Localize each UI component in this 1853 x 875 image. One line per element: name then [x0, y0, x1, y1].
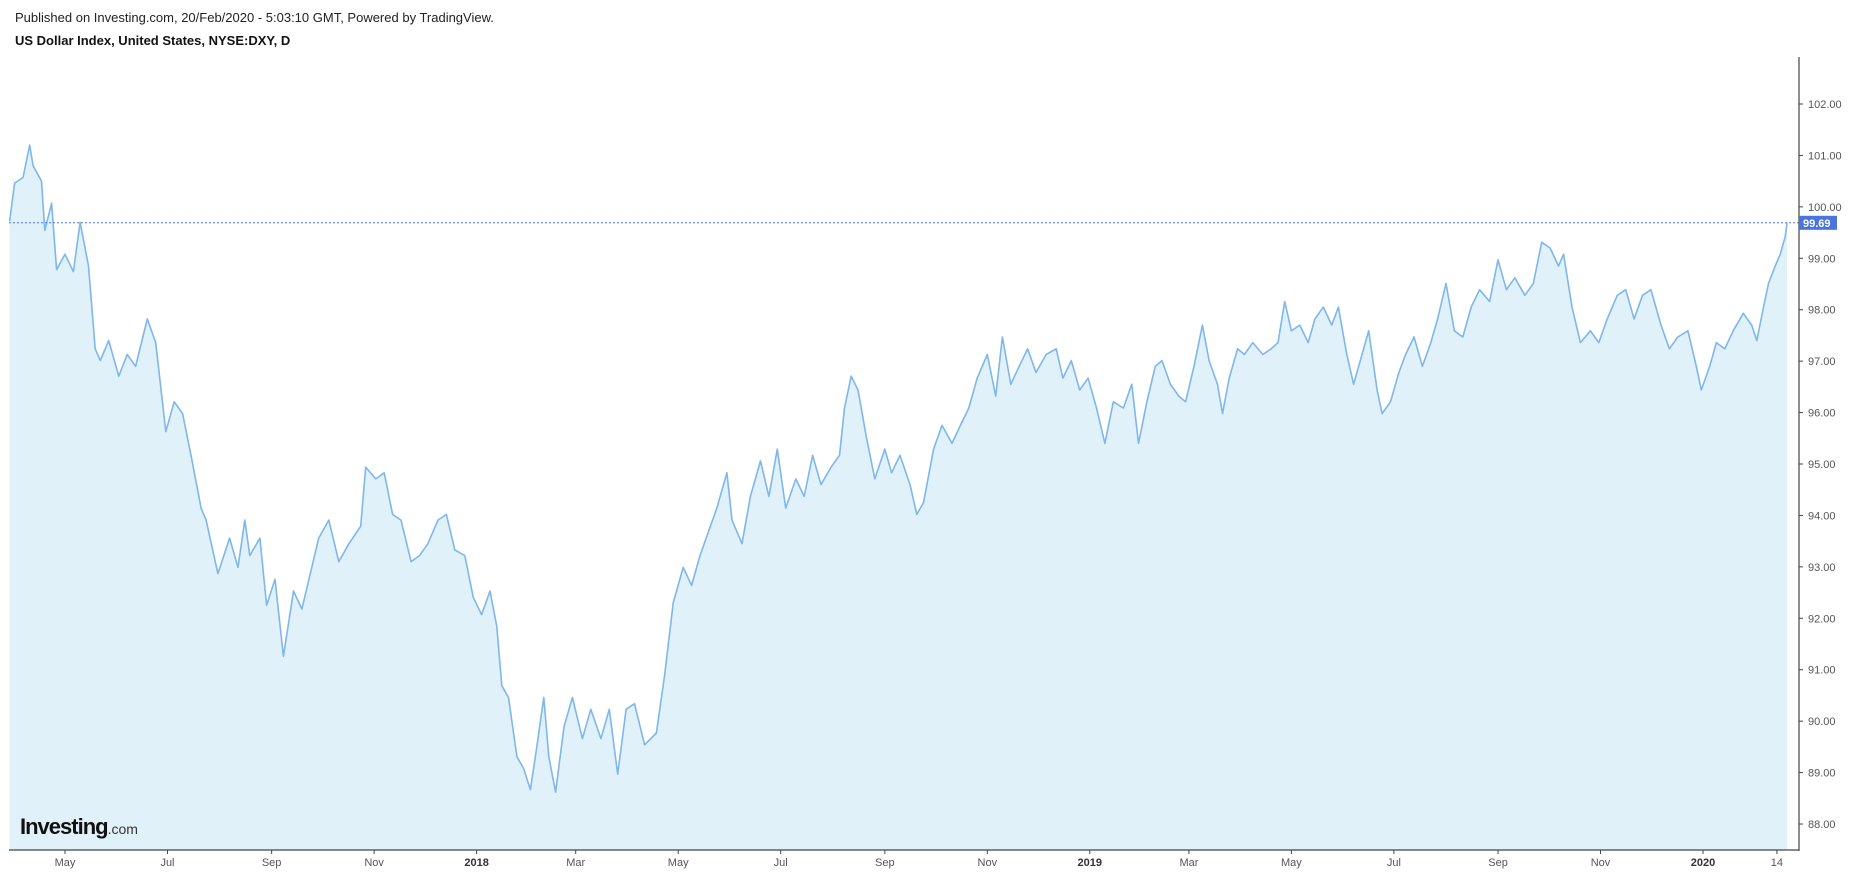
x-tick-label: Sep — [875, 857, 895, 869]
y-tick-label: 90.00 — [1808, 716, 1836, 728]
x-tick-label: Nov — [978, 857, 998, 869]
y-tick-label: 93.00 — [1808, 562, 1836, 574]
area-fill — [9, 145, 1788, 851]
y-tick-label: 91.00 — [1808, 665, 1836, 677]
y-tick-label: 99.00 — [1808, 253, 1836, 265]
x-tick-label: May — [1281, 857, 1302, 869]
y-tick-label: 100.00 — [1808, 202, 1842, 214]
last-price-badge — [1799, 215, 1837, 230]
x-tick-label: Jul — [1387, 857, 1401, 869]
x-tick-label: Mar — [1179, 857, 1198, 869]
logo-suffix: .com — [107, 821, 138, 837]
published-note: Published on Investing.com, 20/Feb/2020 … — [15, 10, 494, 25]
x-tick-label: Nov — [1591, 857, 1611, 869]
y-tick-label: 95.00 — [1808, 459, 1836, 471]
x-tick-label: Jul — [160, 857, 174, 869]
x-tick-label: 14 — [1771, 857, 1783, 869]
x-tick-label: Sep — [262, 857, 282, 869]
x-tick-label: Jul — [774, 857, 788, 869]
y-tick-label: 102.00 — [1808, 99, 1842, 111]
price-line — [8, 144, 1788, 793]
last-price-label: 99.69 — [1803, 218, 1831, 230]
x-tick-label: 2019 — [1078, 857, 1102, 869]
y-tick-label: 89.00 — [1808, 768, 1836, 780]
y-tick-label: 97.00 — [1808, 356, 1836, 368]
y-tick-label: 98.00 — [1808, 305, 1836, 317]
x-tick-label: May — [55, 857, 76, 869]
y-tick-label: 96.00 — [1808, 408, 1836, 420]
x-tick-label: Nov — [364, 857, 384, 869]
y-tick-label: 94.00 — [1808, 510, 1836, 522]
logo-main: Investing — [20, 814, 109, 839]
x-tick-label: 2018 — [464, 857, 488, 869]
y-tick-label: 101.00 — [1808, 150, 1842, 162]
chart-title: US Dollar Index, United States, NYSE:DXY… — [15, 33, 291, 48]
x-tick-label: 2020 — [1691, 857, 1715, 869]
x-tick-label: Sep — [1488, 857, 1508, 869]
x-tick-label: May — [668, 857, 689, 869]
investing-logo: Investing.com — [20, 814, 138, 840]
y-tick-label: 92.00 — [1808, 613, 1836, 625]
y-tick-label: 88.00 — [1808, 819, 1836, 831]
x-tick-label: Mar — [566, 857, 585, 869]
